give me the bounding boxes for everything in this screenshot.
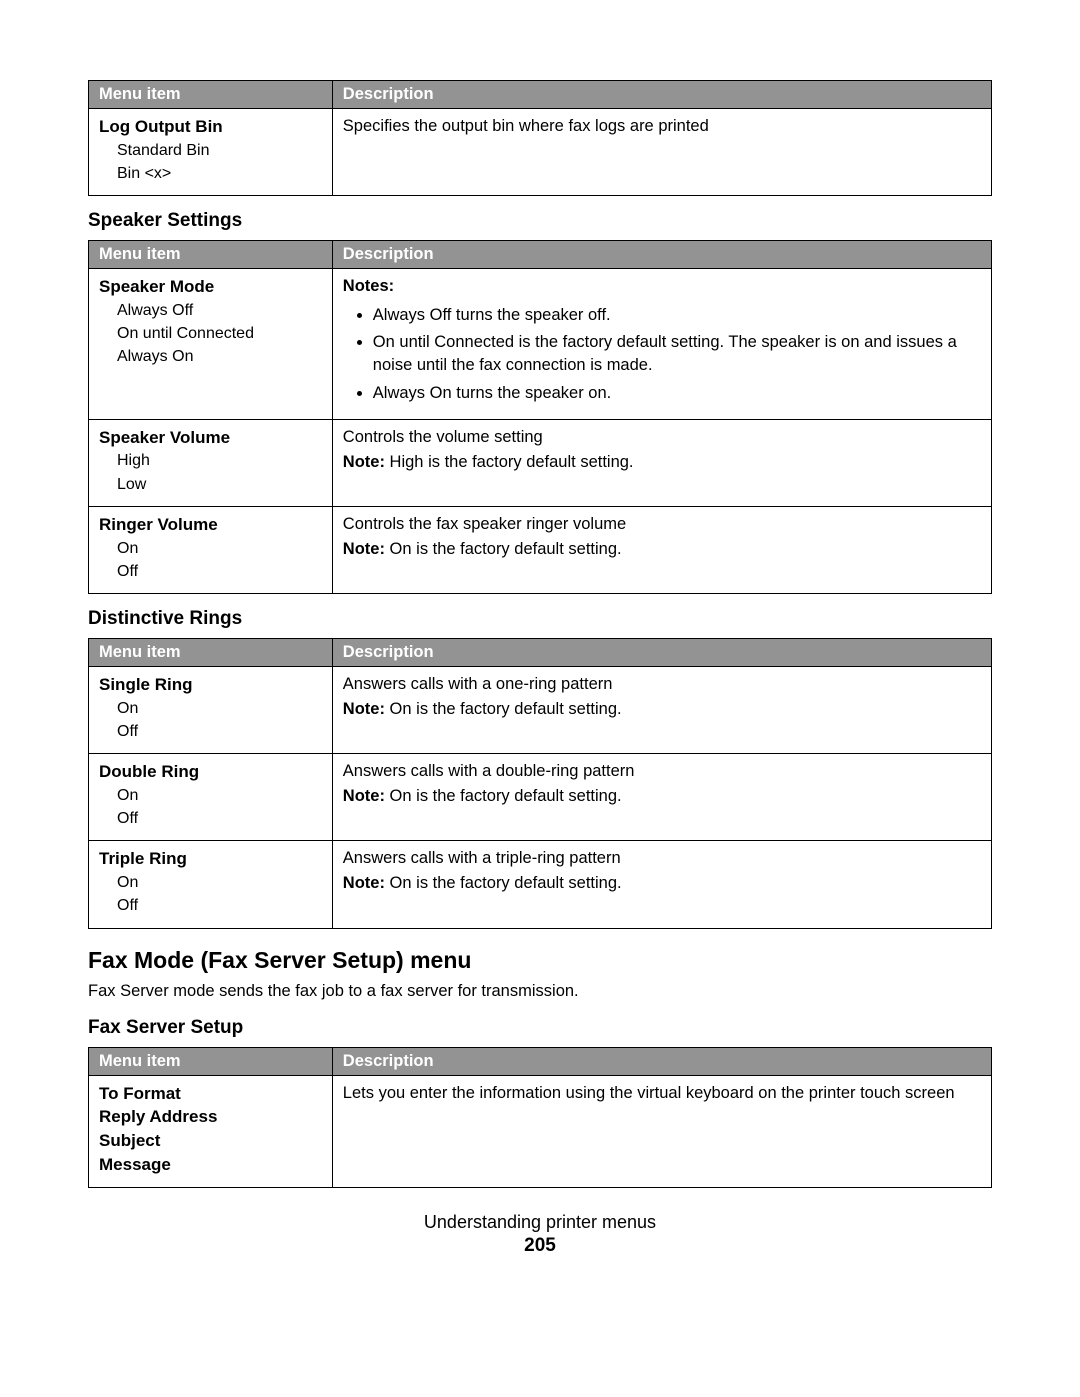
distinctive-rings-table: Menu item Description Single Ring On Off… [88, 638, 992, 929]
notes-list: Always Off turns the speaker off. On unt… [343, 304, 981, 404]
description-cell: Specifies the output bin where fax logs … [332, 109, 991, 196]
description-cell: Lets you enter the information using the… [332, 1075, 991, 1187]
item-title: Subject [99, 1129, 322, 1153]
table-header-description: Description [332, 1047, 991, 1075]
body-paragraph: Fax Server mode sends the fax job to a f… [88, 982, 992, 1001]
description-cell: Controls the volume setting Note: High i… [332, 419, 991, 506]
item-title: Speaker Volume [99, 426, 322, 450]
item-title: Message [99, 1153, 322, 1177]
menu-item-cell: Single Ring On Off [89, 666, 333, 753]
table-row: Speaker Mode Always Off On until Connect… [89, 269, 992, 419]
menu-item-cell: Double Ring On Off [89, 754, 333, 841]
option: Bin <x> [117, 162, 322, 185]
table-header-menu-item: Menu item [89, 241, 333, 269]
log-output-bin-table: Menu item Description Log Output Bin Sta… [88, 80, 992, 196]
menu-item-cell: Speaker Mode Always Off On until Connect… [89, 269, 333, 419]
note-text: On is the factory default setting. [385, 540, 622, 558]
description-text: Controls the fax speaker ringer volume [343, 513, 981, 536]
description-cell: Controls the fax speaker ringer volume N… [332, 506, 991, 593]
option: Off [117, 894, 322, 917]
item-title: Triple Ring [99, 847, 322, 871]
option: High [117, 449, 322, 472]
option: Always Off [117, 299, 322, 322]
item-title: Log Output Bin [99, 115, 322, 139]
note-item: Always On turns the speaker on. [373, 382, 981, 405]
note-label: Note: [343, 874, 385, 892]
table-header-description: Description [332, 241, 991, 269]
item-title: Speaker Mode [99, 275, 322, 299]
major-heading-fax-mode: Fax Mode (Fax Server Setup) menu [88, 947, 992, 974]
item-title: Ringer Volume [99, 513, 322, 537]
description-text: Answers calls with a one-ring pattern [343, 673, 981, 696]
note-text: On is the factory default setting. [385, 874, 622, 892]
document-page: Menu item Description Log Output Bin Sta… [0, 0, 1080, 1297]
table-header-description: Description [332, 638, 991, 666]
page-footer: Understanding printer menus 205 [88, 1212, 992, 1257]
menu-item-cell: To Format Reply Address Subject Message [89, 1075, 333, 1187]
description-cell: Answers calls with a one-ring pattern No… [332, 666, 991, 753]
table-header-menu-item: Menu item [89, 81, 333, 109]
note-item: Always Off turns the speaker off. [373, 304, 981, 327]
description-text: Controls the volume setting [343, 426, 981, 449]
option: Always On [117, 345, 322, 368]
option: Off [117, 720, 322, 743]
footer-chapter-title: Understanding printer menus [88, 1212, 992, 1233]
item-title: Single Ring [99, 673, 322, 697]
menu-item-cell: Triple Ring On Off [89, 841, 333, 928]
table-header-description: Description [332, 81, 991, 109]
description-text: Answers calls with a double-ring pattern [343, 760, 981, 783]
table-row: Speaker Volume High Low Controls the vol… [89, 419, 992, 506]
table-row: Log Output Bin Standard Bin Bin <x> Spec… [89, 109, 992, 196]
footer-page-number: 205 [88, 1235, 992, 1257]
table-row: To Format Reply Address Subject Message … [89, 1075, 992, 1187]
table-row: Double Ring On Off Answers calls with a … [89, 754, 992, 841]
menu-item-cell: Speaker Volume High Low [89, 419, 333, 506]
table-header-menu-item: Menu item [89, 1047, 333, 1075]
table-row: Ringer Volume On Off Controls the fax sp… [89, 506, 992, 593]
option: On [117, 871, 322, 894]
note-text: High is the factory default setting. [385, 453, 634, 471]
note-label: Note: [343, 540, 385, 558]
item-title: Reply Address [99, 1105, 322, 1129]
note-label: Note: [343, 453, 385, 471]
fax-server-setup-table: Menu item Description To Format Reply Ad… [88, 1047, 992, 1188]
option: On [117, 537, 322, 560]
table-header-menu-item: Menu item [89, 638, 333, 666]
section-heading-fax-server-setup: Fax Server Setup [88, 1017, 992, 1039]
option: Standard Bin [117, 139, 322, 162]
option: Off [117, 560, 322, 583]
speaker-settings-table: Menu item Description Speaker Mode Alway… [88, 240, 992, 594]
note-text: On is the factory default setting. [385, 700, 622, 718]
table-row: Triple Ring On Off Answers calls with a … [89, 841, 992, 928]
notes-label: Notes: [343, 277, 394, 295]
menu-item-cell: Log Output Bin Standard Bin Bin <x> [89, 109, 333, 196]
option: Low [117, 473, 322, 496]
section-heading-distinctive-rings: Distinctive Rings [88, 608, 992, 630]
description-cell: Notes: Always Off turns the speaker off.… [332, 269, 991, 419]
note-label: Note: [343, 700, 385, 718]
section-heading-speaker-settings: Speaker Settings [88, 210, 992, 232]
table-row: Single Ring On Off Answers calls with a … [89, 666, 992, 753]
item-title: Double Ring [99, 760, 322, 784]
menu-item-cell: Ringer Volume On Off [89, 506, 333, 593]
note-label: Note: [343, 787, 385, 805]
note-text: On is the factory default setting. [385, 787, 622, 805]
description-cell: Answers calls with a triple-ring pattern… [332, 841, 991, 928]
description-text: Answers calls with a triple-ring pattern [343, 847, 981, 870]
option: Off [117, 807, 322, 830]
note-item: On until Connected is the factory defaul… [373, 331, 981, 377]
description-cell: Answers calls with a double-ring pattern… [332, 754, 991, 841]
option: On until Connected [117, 322, 322, 345]
option: On [117, 697, 322, 720]
option: On [117, 784, 322, 807]
item-title: To Format [99, 1082, 322, 1106]
